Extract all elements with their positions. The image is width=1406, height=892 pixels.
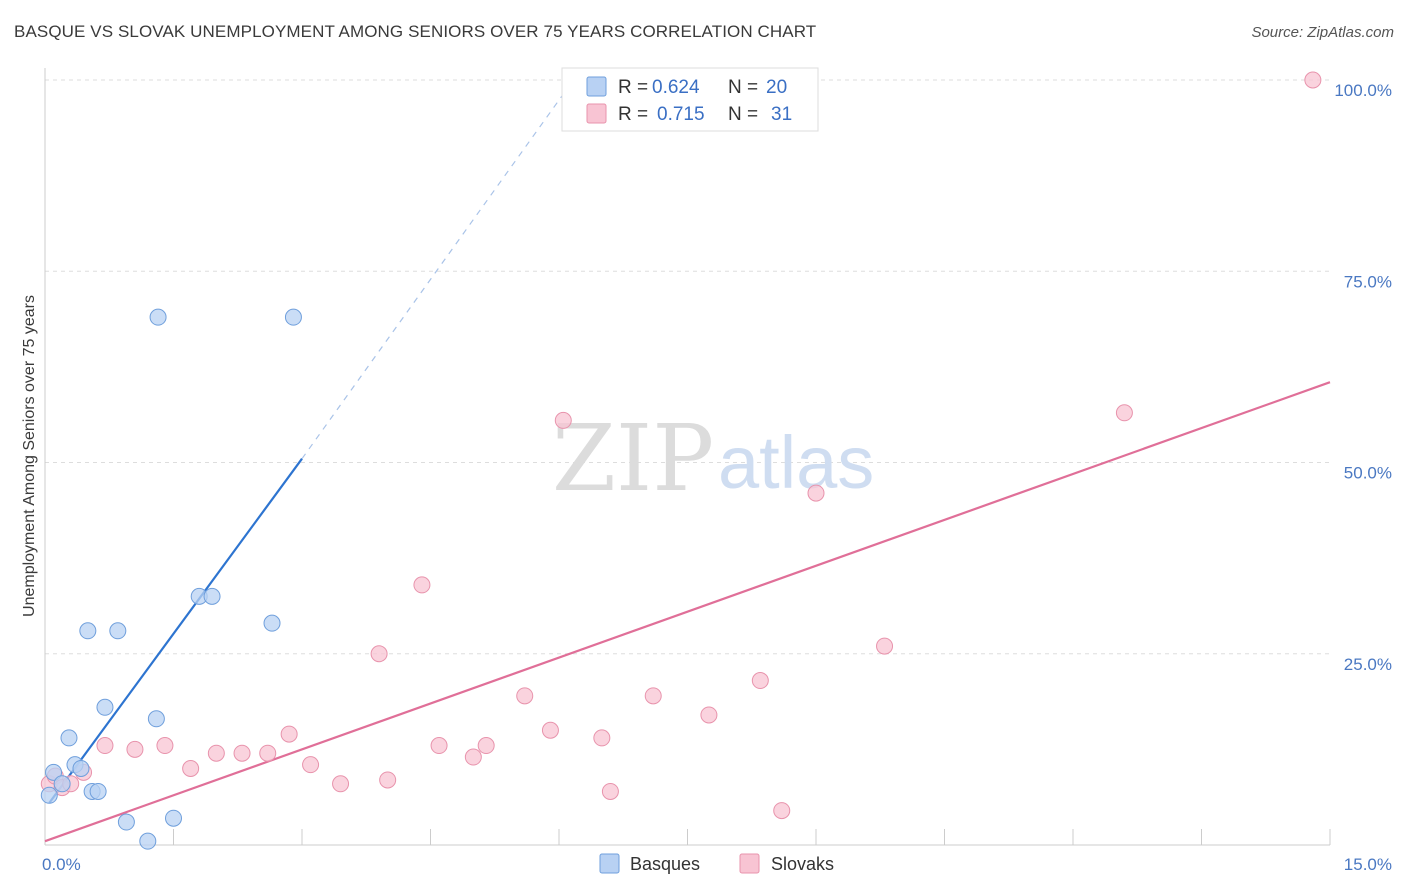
- slovaks-point: [593, 729, 611, 747]
- basques-point: [96, 698, 114, 716]
- slovaks-point: [751, 672, 769, 690]
- slovaks-point: [516, 687, 534, 705]
- basques-point: [203, 587, 221, 605]
- basques-point: [72, 760, 90, 777]
- slovaks-point: [156, 737, 174, 755]
- slovaks-point: [464, 748, 482, 766]
- basques-point: [149, 308, 167, 326]
- slovaks-point: [379, 771, 397, 789]
- basques-trend-line: [48, 458, 303, 804]
- basques-trend-extension: [301, 75, 577, 460]
- slovaks-point: [477, 737, 495, 755]
- basques-point: [117, 813, 135, 831]
- slovaks-point: [1304, 71, 1322, 89]
- slovaks-point: [280, 725, 298, 743]
- bottom-legend-swatch-basques: [599, 853, 620, 874]
- trend-layer: [44, 75, 1331, 843]
- basques-point: [165, 809, 182, 827]
- basques-point: [53, 775, 71, 793]
- watermark-atlas: atlas: [718, 421, 874, 504]
- y-tick-label: 100.0%: [1334, 81, 1392, 100]
- points-layer: [40, 71, 1322, 850]
- basques-point: [263, 614, 281, 632]
- basques-point: [109, 622, 127, 640]
- slovaks-point: [430, 737, 448, 755]
- slovaks-point: [644, 687, 662, 705]
- bottom-legend-slovaks: Slovaks: [771, 854, 834, 874]
- legend-swatch-slovaks: [586, 103, 607, 124]
- top-legend: R = 0.624 N = 20 R = 0.715 N = 31: [561, 67, 819, 132]
- bottom-legend-swatch-slovaks: [739, 853, 760, 874]
- x-tick-label: 0.0%: [42, 855, 81, 874]
- legend-basques-n-label: N =: [728, 77, 758, 98]
- basques-point: [147, 710, 165, 728]
- slovaks-point: [182, 760, 200, 777]
- y-tick-label: 75.0%: [1344, 272, 1392, 291]
- slovaks-point: [601, 782, 619, 800]
- basques-point: [79, 622, 97, 640]
- slovaks-point: [332, 775, 350, 793]
- slovaks-point: [541, 721, 559, 739]
- basques-point: [40, 786, 58, 804]
- basques-point: [89, 782, 107, 800]
- bottom-legend-basques: Basques: [630, 854, 700, 874]
- watermark: ZIP atlas: [552, 405, 874, 512]
- slovaks-point: [259, 744, 277, 762]
- legend-basques-n-value: 20: [766, 77, 787, 98]
- slovaks-point: [700, 706, 718, 724]
- slovaks-point: [1115, 404, 1133, 422]
- basques-point: [60, 729, 78, 747]
- x-tick-label: 15.0%: [1344, 855, 1392, 874]
- slovaks-point: [370, 645, 388, 663]
- slovaks-point: [876, 637, 894, 655]
- watermark-zip: ZIP: [552, 405, 714, 512]
- legend-slovaks-r-value: 0.715: [657, 104, 705, 125]
- slovaks-point: [807, 484, 825, 502]
- slovaks-point: [773, 802, 791, 820]
- slovaks-point: [96, 737, 114, 755]
- y-tick-label: 50.0%: [1344, 464, 1392, 483]
- grid-layer: [45, 79, 1330, 655]
- basques-point: [45, 763, 63, 781]
- legend-basques-r-label: R =: [618, 77, 648, 98]
- slovaks-point: [554, 411, 572, 429]
- slovaks-point: [302, 756, 320, 774]
- legend-slovaks-n-label: N =: [728, 104, 758, 125]
- legend-basques-r-value: 0.624: [652, 77, 700, 98]
- y-axis-label: Unemployment Among Seniors over 75 years: [21, 295, 38, 617]
- tick-layer: 25.0% 50.0% 75.0% 100.0% 0.0% 15.0%: [42, 81, 1392, 874]
- slovaks-point: [126, 740, 144, 758]
- slovaks-point: [233, 744, 251, 762]
- source-credit: Source: ZipAtlas.com: [1251, 24, 1394, 41]
- basques-point: [139, 832, 157, 850]
- slovaks-point: [207, 744, 225, 762]
- legend-slovaks-n-value: 31: [771, 104, 792, 125]
- legend-swatch-basques: [586, 76, 607, 97]
- axes-layer: [44, 68, 1331, 846]
- basques-point: [284, 308, 302, 326]
- y-tick-label: 25.0%: [1344, 655, 1392, 674]
- legend-slovaks-r-label: R =: [618, 104, 648, 125]
- slovaks-point: [413, 576, 431, 594]
- chart-title: BASQUE VS SLOVAK UNEMPLOYMENT AMONG SENI…: [14, 22, 817, 41]
- slovaks-trend-line: [44, 381, 1331, 843]
- bottom-legend: Basques Slovaks: [599, 853, 834, 874]
